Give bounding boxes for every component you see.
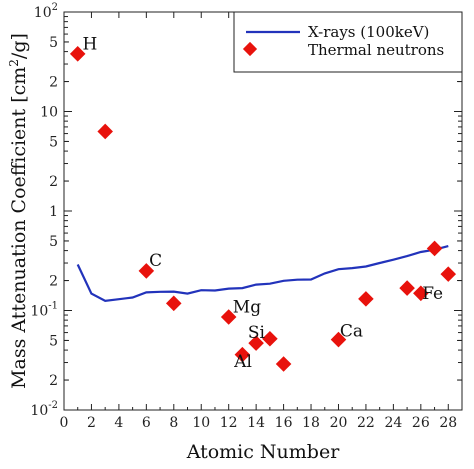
x-tick-label: 28 <box>439 415 457 431</box>
x-tick-label: 14 <box>247 415 265 431</box>
neutron-point <box>440 266 457 282</box>
element-annotations: H C Mg Si Al Ca Fe <box>83 34 444 372</box>
y-tick-label: 10 <box>40 105 58 121</box>
x-tick-label: 22 <box>357 415 375 431</box>
element-label: Mg <box>233 298 261 318</box>
legend: X-rays (100keV) Thermal neutrons <box>233 11 463 73</box>
legend-xray-label: X-rays (100keV) <box>308 23 429 41</box>
legend-neutron-label: Thermal neutrons <box>308 41 444 59</box>
x-tick-label: 10 <box>192 415 210 431</box>
y-tick-label: 2 <box>49 75 58 91</box>
y-tick-label: 5 <box>49 333 58 349</box>
y-tick-label: 2 <box>49 373 58 389</box>
element-label: C <box>149 251 162 271</box>
y-tick-label: 10-1 <box>30 301 58 320</box>
y-axis-title: Mass Attenuation Coefficient [cm2/g] <box>7 33 30 389</box>
x-axis-title: Atomic Number <box>186 441 341 463</box>
neutron-point <box>358 291 374 307</box>
element-label: Al <box>233 352 252 372</box>
neutron-point <box>413 285 429 302</box>
neutron-point <box>138 263 155 279</box>
x-tick-label: 8 <box>169 415 178 431</box>
x-tick-label: 20 <box>330 415 348 431</box>
xray-series <box>76 245 449 303</box>
element-label: Si <box>248 323 266 343</box>
neutron-point <box>262 330 278 347</box>
neutron-point <box>220 309 237 325</box>
x-tick-label: 0 <box>60 415 69 431</box>
y-tick-label: 102 <box>34 2 58 21</box>
x-tick-label: 26 <box>412 415 430 431</box>
neutron-point <box>399 280 415 296</box>
x-tick-label: 6 <box>142 415 151 431</box>
y-tick-label: 10-2 <box>30 400 58 419</box>
axis-ticks: 0 2 4 6 8 10 12 14 16 18 20 22 24 26 2810-22510-125125… <box>30 2 462 431</box>
neutron-point <box>275 356 292 372</box>
y-tick-label: 2 <box>49 274 58 290</box>
legend-box <box>233 11 463 73</box>
xray-line <box>76 245 449 303</box>
x-tick-label: 18 <box>302 415 320 431</box>
y-tick-label: 5 <box>49 234 58 250</box>
element-label: Fe <box>422 284 443 304</box>
element-label: H <box>83 34 98 54</box>
x-tick-label: 24 <box>384 415 402 431</box>
element-label: Ca <box>340 321 363 341</box>
y-tick-label: 2 <box>49 174 58 190</box>
neutron-point <box>248 335 264 351</box>
x-tick-label: 2 <box>87 415 96 431</box>
x-tick-label: 12 <box>220 415 238 431</box>
neutron-point <box>69 46 86 62</box>
neutron-point <box>330 331 347 348</box>
x-tick-label: 16 <box>275 415 293 431</box>
neutron-point <box>426 240 443 257</box>
neutron-point <box>165 295 182 312</box>
y-tick-label: 1 <box>49 204 58 220</box>
neutron-series <box>69 46 457 372</box>
y-tick-label: 5 <box>49 134 58 150</box>
y-tick-label: 5 <box>49 35 58 51</box>
x-tick-label: 4 <box>114 415 123 431</box>
